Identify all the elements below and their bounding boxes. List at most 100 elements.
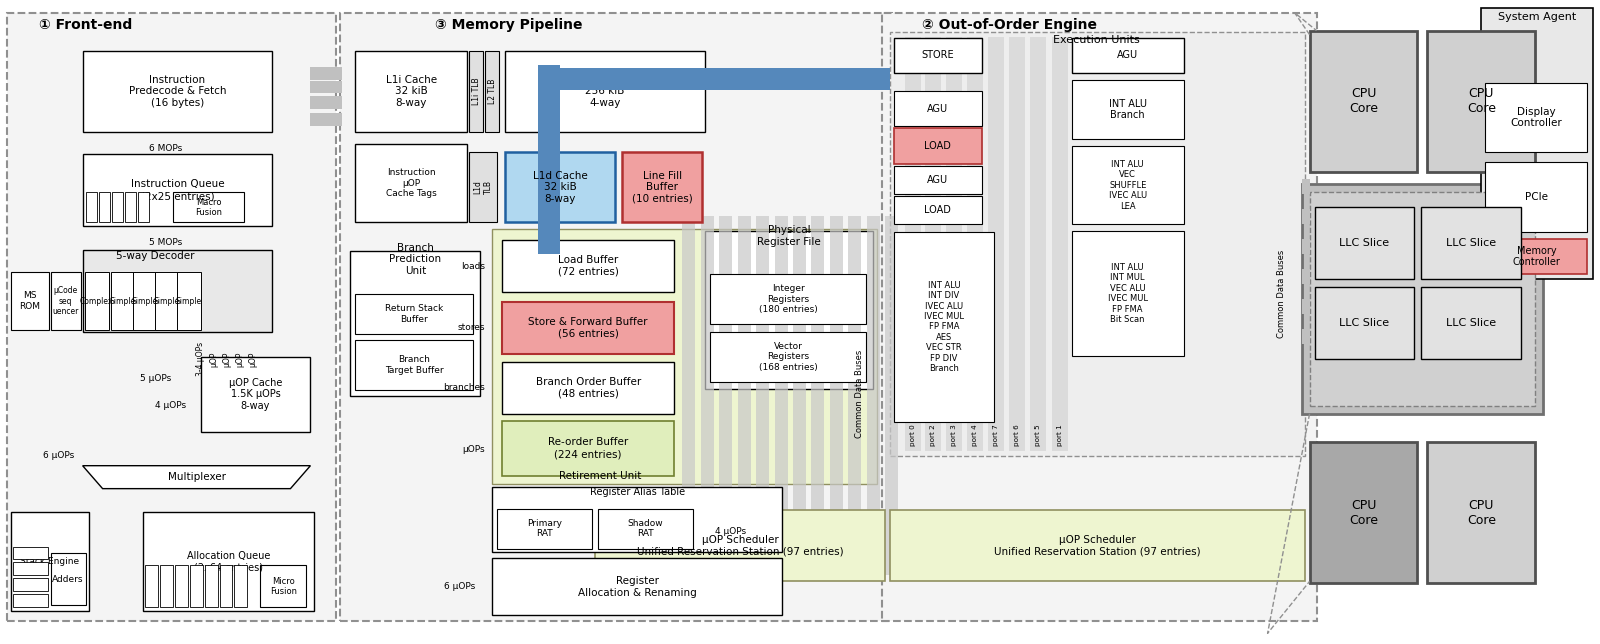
FancyBboxPatch shape — [99, 193, 109, 222]
Text: port 7: port 7 — [994, 424, 998, 446]
Text: Shadow
RAT: Shadow RAT — [627, 519, 664, 538]
FancyBboxPatch shape — [894, 232, 994, 422]
FancyBboxPatch shape — [1427, 31, 1536, 173]
FancyBboxPatch shape — [13, 562, 48, 576]
Text: Micro
Fusion: Micro Fusion — [270, 577, 298, 596]
Text: Adders: Adders — [53, 575, 83, 584]
FancyBboxPatch shape — [1309, 442, 1418, 583]
FancyBboxPatch shape — [502, 302, 674, 354]
Text: INT ALU
VEC
SHUFFLE
IVEC ALU
LEA: INT ALU VEC SHUFFLE IVEC ALU LEA — [1109, 160, 1147, 211]
Bar — [310, 66, 342, 79]
Text: CPU
Core: CPU Core — [1467, 88, 1496, 115]
FancyBboxPatch shape — [355, 340, 474, 390]
FancyBboxPatch shape — [173, 193, 245, 222]
Bar — [538, 64, 560, 254]
Text: Instruction
Predecode & Fetch
(16 bytes): Instruction Predecode & Fetch (16 bytes) — [128, 75, 226, 108]
FancyBboxPatch shape — [176, 272, 200, 330]
Text: Complex: Complex — [80, 296, 114, 305]
FancyBboxPatch shape — [622, 153, 702, 222]
FancyBboxPatch shape — [160, 565, 173, 607]
FancyBboxPatch shape — [86, 193, 96, 222]
Text: INT ALU
INT DIV
IVEC ALU
IVEC MUL
FP FMA
AES
VEC STR
FP DIV
Branch: INT ALU INT DIV IVEC ALU IVEC MUL FP FMA… — [923, 281, 963, 373]
Text: ② Out-of-Order Engine: ② Out-of-Order Engine — [922, 17, 1098, 32]
FancyBboxPatch shape — [155, 272, 179, 330]
Bar — [859, 68, 890, 90]
FancyBboxPatch shape — [894, 37, 982, 73]
Text: CPU
Core: CPU Core — [1467, 498, 1496, 527]
Text: µCode
seq
uencer: µCode seq uencer — [53, 286, 78, 316]
Text: Simple: Simple — [109, 296, 136, 305]
FancyBboxPatch shape — [261, 565, 307, 607]
FancyBboxPatch shape — [469, 153, 498, 222]
FancyBboxPatch shape — [350, 251, 480, 396]
FancyBboxPatch shape — [894, 91, 982, 126]
Text: 6 μOPs: 6 μOPs — [43, 451, 74, 460]
FancyBboxPatch shape — [1309, 31, 1418, 173]
Bar — [1301, 209, 1309, 224]
FancyBboxPatch shape — [133, 272, 157, 330]
FancyBboxPatch shape — [51, 272, 80, 330]
Text: port 0: port 0 — [910, 424, 915, 446]
FancyBboxPatch shape — [355, 294, 474, 334]
Text: branches: branches — [443, 383, 485, 392]
Bar — [867, 216, 880, 576]
FancyBboxPatch shape — [710, 332, 866, 382]
FancyBboxPatch shape — [493, 487, 782, 551]
Bar — [774, 216, 787, 576]
Text: port 4: port 4 — [971, 424, 978, 446]
Text: Line Fill
Buffer
(10 entries): Line Fill Buffer (10 entries) — [632, 171, 693, 204]
FancyBboxPatch shape — [1072, 231, 1184, 356]
Bar — [811, 216, 824, 576]
FancyBboxPatch shape — [83, 155, 272, 226]
FancyBboxPatch shape — [506, 51, 706, 133]
Text: L1i TLB: L1i TLB — [472, 78, 480, 106]
Bar — [966, 37, 982, 451]
Text: Store & Forward Buffer
(56 entries): Store & Forward Buffer (56 entries) — [528, 317, 648, 339]
Bar — [848, 216, 861, 576]
Bar — [1010, 37, 1026, 451]
Text: AGU: AGU — [1117, 50, 1138, 60]
FancyBboxPatch shape — [235, 565, 248, 607]
Text: Stack Engine: Stack Engine — [21, 557, 80, 566]
FancyBboxPatch shape — [83, 250, 272, 332]
FancyBboxPatch shape — [1485, 239, 1587, 274]
Text: ③ Memory Pipeline: ③ Memory Pipeline — [435, 17, 582, 32]
Text: L2 Cache
256 kiB
4-way: L2 Cache 256 kiB 4-way — [581, 75, 629, 108]
Text: 5 MOPs: 5 MOPs — [149, 238, 182, 247]
FancyBboxPatch shape — [112, 193, 123, 222]
Text: port 5: port 5 — [1035, 424, 1040, 446]
Text: AGU: AGU — [928, 104, 949, 114]
Text: Branch
Prediction
Unit: Branch Prediction Unit — [389, 243, 442, 276]
FancyBboxPatch shape — [598, 509, 693, 549]
Text: Re-order Buffer
(224 entries): Re-order Buffer (224 entries) — [549, 437, 629, 459]
FancyBboxPatch shape — [502, 362, 674, 414]
FancyBboxPatch shape — [502, 421, 674, 476]
Bar — [701, 216, 714, 576]
FancyBboxPatch shape — [1427, 442, 1536, 583]
Text: Multiplexer: Multiplexer — [168, 472, 226, 482]
FancyBboxPatch shape — [174, 565, 187, 607]
Text: Physical
Register File: Physical Register File — [757, 225, 821, 247]
FancyBboxPatch shape — [200, 357, 310, 431]
Text: port 3: port 3 — [950, 424, 957, 446]
Text: μOP: μOP — [210, 351, 218, 366]
Text: Common Data Buses: Common Data Buses — [856, 350, 864, 438]
FancyBboxPatch shape — [6, 13, 336, 621]
Text: CPU
Core: CPU Core — [1349, 88, 1378, 115]
Text: LLC Slice: LLC Slice — [1446, 238, 1496, 248]
Polygon shape — [83, 466, 310, 489]
Text: Branch
Target Buffer: Branch Target Buffer — [386, 355, 443, 375]
Bar — [1301, 329, 1309, 344]
FancyBboxPatch shape — [110, 272, 134, 330]
FancyBboxPatch shape — [1301, 184, 1544, 414]
Text: Integer
Registers
(180 entries): Integer Registers (180 entries) — [758, 284, 818, 314]
Bar — [885, 216, 899, 576]
Text: 5-way Decoder: 5-way Decoder — [117, 251, 195, 261]
Bar — [310, 97, 342, 109]
Text: Execution Units: Execution Units — [1053, 35, 1141, 44]
Text: Register Alias Table: Register Alias Table — [589, 487, 685, 497]
Text: Vector
Registers
(168 entries): Vector Registers (168 entries) — [758, 342, 818, 372]
Text: ① Front-end: ① Front-end — [38, 17, 131, 32]
Bar — [1301, 269, 1309, 284]
Text: Simple: Simple — [131, 296, 158, 305]
